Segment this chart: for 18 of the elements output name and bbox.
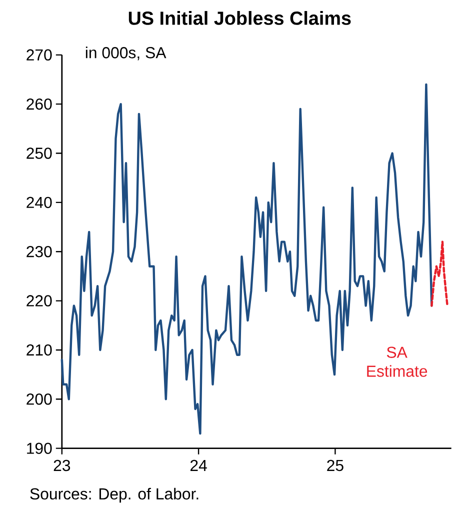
chart-title: US Initial Jobless Claims	[128, 11, 351, 25]
y-tick-label: 200	[26, 394, 52, 405]
y-tick-label: 220	[26, 295, 52, 306]
y-tick-label: 240	[26, 196, 52, 208]
source-note: Sources: Dep. of Labor.	[30, 488, 198, 503]
y-tick-label: 250	[26, 148, 52, 159]
y-tick-label: 270	[26, 49, 52, 61]
x-tick-label: 25	[326, 460, 344, 472]
line-series	[60, 83, 433, 435]
y-tick-label: 210	[26, 344, 52, 356]
x-tick-label: 24	[190, 460, 207, 471]
line-series	[430, 240, 448, 307]
y-tick-label: 260	[26, 98, 52, 110]
y-tick-label: 190	[26, 442, 52, 454]
x-tick-label: 23	[54, 460, 70, 472]
text: SA Estimate	[367, 346, 427, 377]
y-tick-label: 230	[26, 246, 52, 258]
y-axis-title: in 000s, SA	[86, 46, 166, 60]
